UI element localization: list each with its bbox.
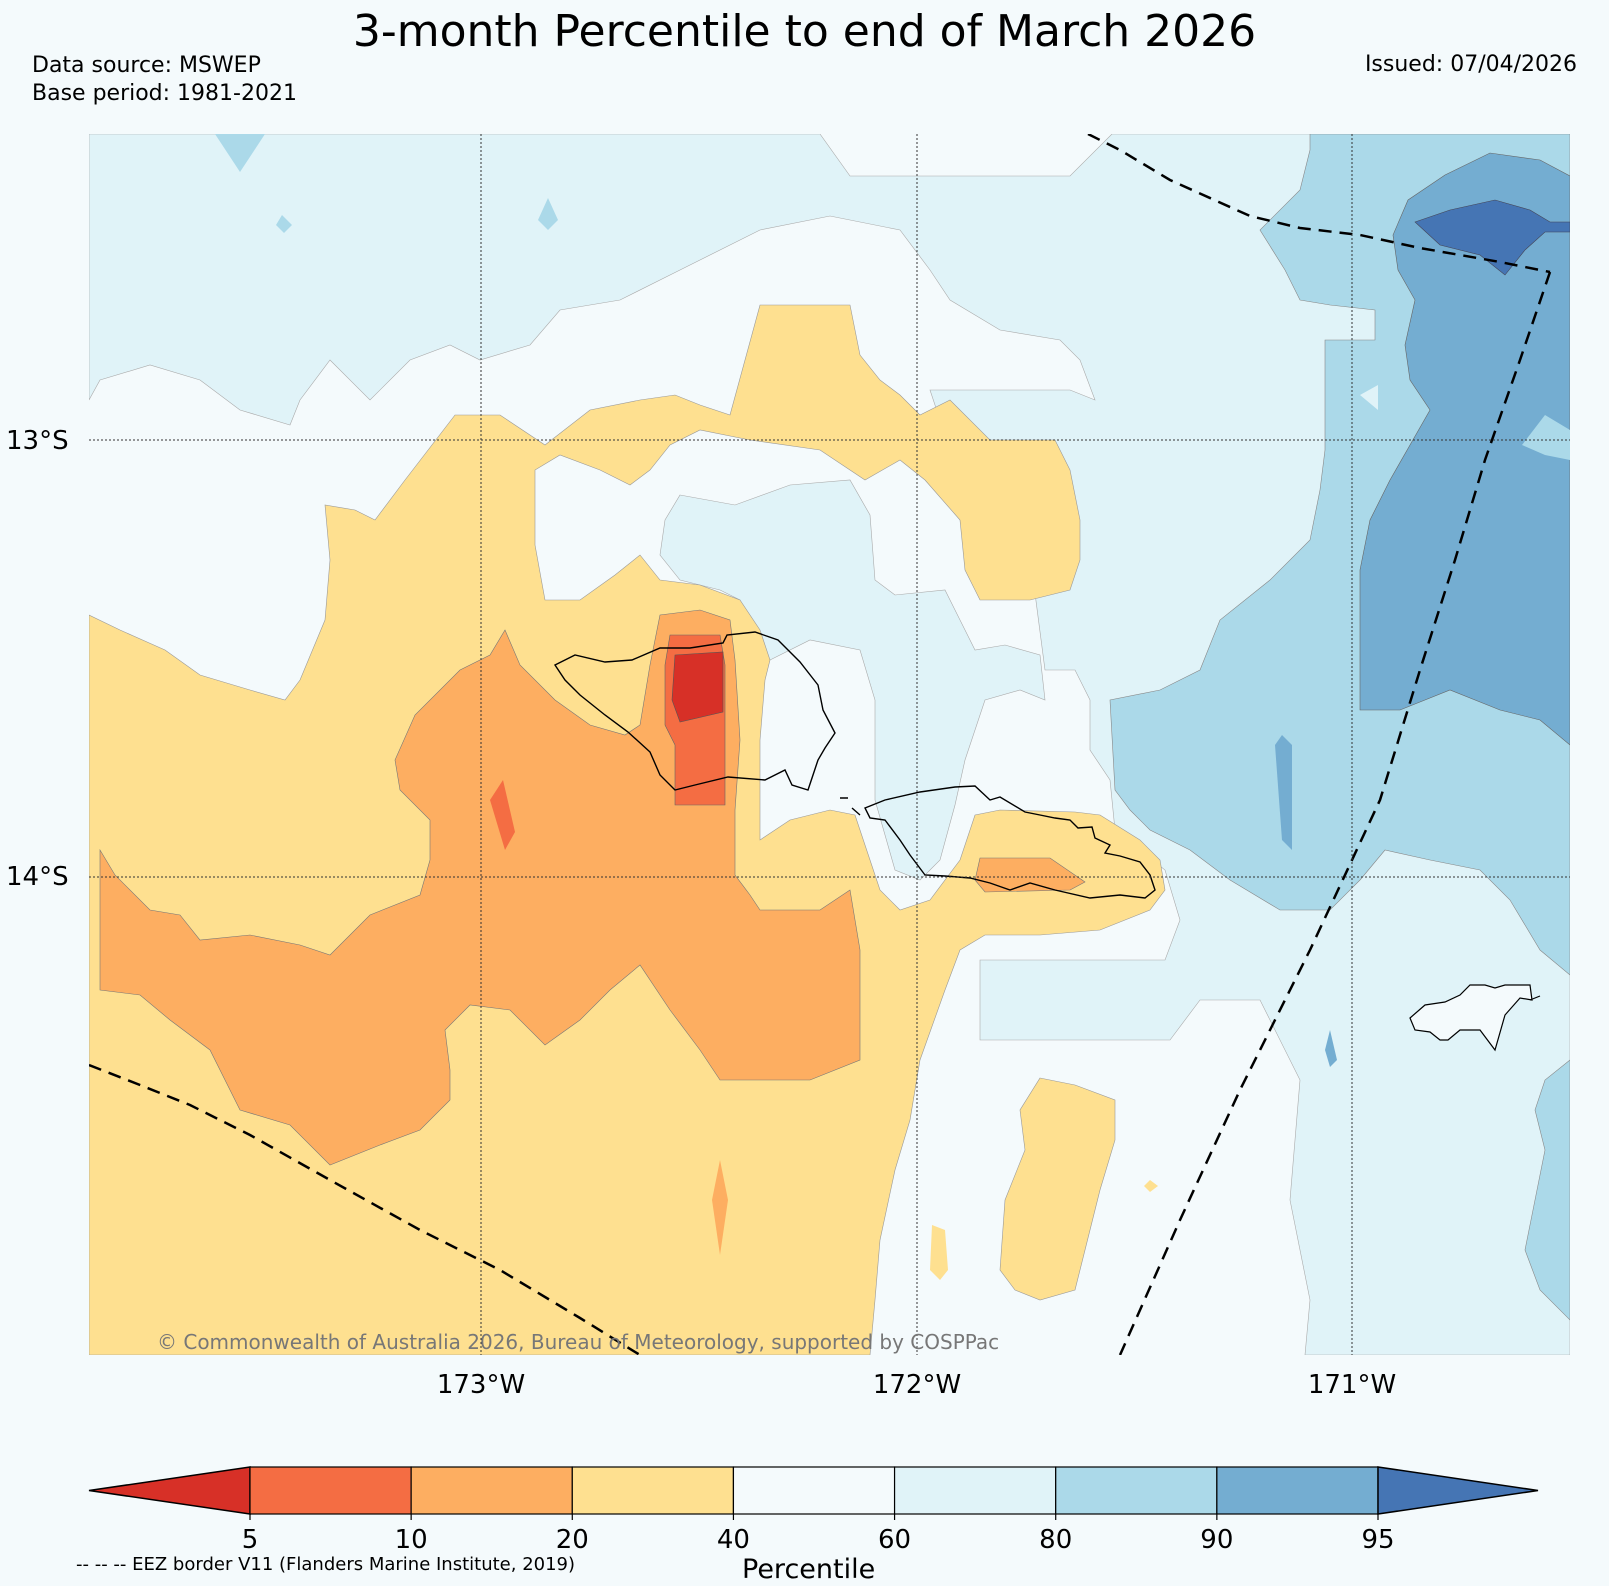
colorbar: 5 10 20 40 60 80 90 95: [88, 1466, 1539, 1555]
data-source: Data source: MSWEP: [32, 53, 261, 78]
band-20-40-small: [930, 1225, 948, 1280]
colorbar-segment: [410, 1466, 573, 1515]
percentile-field: [89, 134, 1570, 1355]
band-90-95-small-2: [1325, 1030, 1337, 1067]
copyright-credit: © Commonwealth of Australia 2026, Bureau…: [157, 1330, 1000, 1354]
source-info: Data source: MSWEP Base period: 1981-202…: [32, 52, 297, 108]
map-title: 3-month Percentile to end of March 2026: [352, 6, 1257, 57]
colorbar-title: Percentile: [742, 1554, 876, 1585]
colorbar-tick-label: 60: [878, 1525, 911, 1555]
eez-legend-note: -- -- -- EEZ border V11 (Flanders Marine…: [76, 1554, 576, 1575]
lon-label-172w: 172°W: [873, 1370, 961, 1400]
band-90-95-small: [1275, 735, 1292, 850]
eez-border-east: [1118, 271, 1552, 1355]
band-90-95: [1359, 152, 1570, 746]
band-80-90-small-3: [276, 215, 292, 233]
eez-border-sw: [89, 1063, 641, 1355]
coastline-upolu: [864, 785, 1156, 899]
hole-small-1: [1360, 385, 1378, 410]
colorbar-extend-high: [1377, 1466, 1539, 1515]
coastline-tutuila-tail: [1529, 995, 1541, 1001]
lon-label-173w: 173°W: [437, 1370, 525, 1400]
colorbar-segment: [249, 1466, 412, 1515]
eez-border-nw: [1087, 134, 1551, 274]
coastline-savaii: [553, 631, 836, 791]
base-period: Base period: 1981-2021: [32, 81, 297, 106]
coastline-tutuila: [1409, 984, 1533, 1052]
colorbar-tick-label: 80: [1039, 1525, 1072, 1555]
band-80-90-small-1: [215, 134, 265, 172]
colorbar-tick-label: 95: [1361, 1525, 1394, 1555]
band-20-40-dot: [1144, 1180, 1158, 1192]
colorbar-segment: [732, 1466, 896, 1515]
band-10-20-small: [712, 1160, 728, 1255]
colorbar-tick-label: 5: [242, 1525, 259, 1555]
colorbar-extend-low: [88, 1466, 251, 1515]
colorbar-segment: [1216, 1466, 1379, 1515]
colorbar-tick-label: 90: [1200, 1525, 1233, 1555]
band-10-20-east: [974, 857, 1086, 893]
band-10-20-main: [99, 609, 861, 1166]
band-80-90-southeast: [1524, 1059, 1570, 1321]
lat-label-13s: 13°S: [6, 426, 69, 456]
colorbar-tick-label: 10: [395, 1525, 428, 1555]
colorbar-tick-label: 40: [717, 1525, 750, 1555]
band-80-90-small-2: [538, 198, 558, 230]
issued-date: Issued: 07/04/2026: [1364, 52, 1577, 77]
band-5-10-small: [490, 780, 515, 850]
lon-label-171w: 171°W: [1308, 1370, 1396, 1400]
colorbar-segment: [893, 1466, 1057, 1515]
band-gt-95: [1414, 199, 1570, 276]
colorbar-tick-label: 20: [556, 1525, 589, 1555]
hole-small-2: [1522, 415, 1570, 460]
lat-label-14s: 14°S: [6, 862, 69, 892]
colorbar-segment: [1055, 1466, 1218, 1515]
coastline-islet: [840, 797, 861, 816]
band-20-40-south: [999, 1077, 1116, 1301]
band-lt-5: [671, 651, 724, 723]
gridlines: [89, 134, 1570, 1355]
colorbar-segment: [571, 1466, 735, 1515]
